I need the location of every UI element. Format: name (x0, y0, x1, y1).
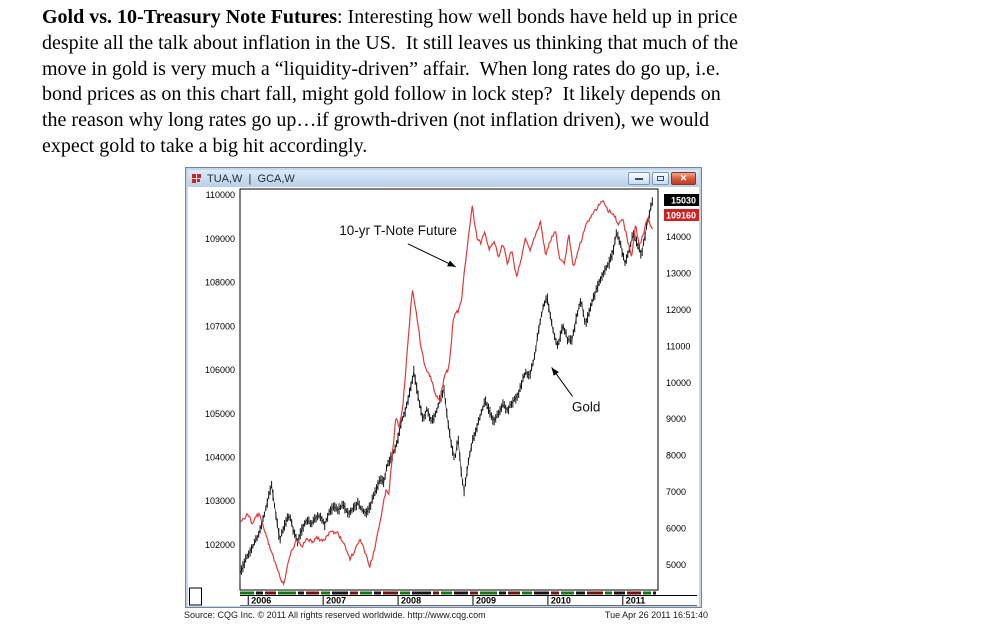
intro-line: expect gold to take a big hit accordingl… (42, 134, 368, 157)
year-label: 2006 (251, 596, 271, 606)
session-strip-segment (470, 591, 478, 595)
session-strip-segment (605, 591, 612, 595)
intro-paragraph: Gold vs. 10-Treasury Note Futures: Inter… (42, 5, 942, 160)
session-strip-segment (321, 591, 330, 595)
annotation-arrowhead (447, 260, 456, 267)
annotation-arrow (407, 243, 456, 268)
session-strip-segment (551, 591, 559, 595)
chart-client-area: 2006 2007 2008 2009 2010 2011 102000 103000 1040… (188, 187, 699, 606)
chart-canvas[interactable]: 2006 2007 2008 2009 2010 2011 102000 103000 1040… (188, 187, 699, 606)
left-axis-label: 106000 (205, 365, 235, 375)
restore-icon (657, 176, 664, 181)
session-strip-segment (360, 591, 372, 595)
session-strip-segment (454, 591, 468, 595)
window-controls: ✕ (628, 172, 696, 185)
left-axis-label: 107000 (205, 321, 235, 331)
left-axis-label: 103000 (205, 496, 235, 506)
intro-line: the reason why long rates go up…if growt… (42, 109, 710, 132)
cqg-chart-window: TUA,W | GCA,W ✕ 2006 2007 2008 2009 2010 2011… (185, 167, 702, 608)
session-strip-segment (561, 591, 574, 595)
right-axis-label: 7000 (666, 487, 686, 497)
session-strip-segment (306, 591, 319, 595)
series-gold (239, 197, 653, 580)
right-axis-label: 10000 (666, 378, 691, 388)
session-strip-segment (614, 591, 625, 595)
minimize-icon (635, 177, 643, 180)
chart-statusline: Source: CQG Inc. © 2011 All rights reser… (184, 610, 708, 620)
left-axis-label: 109000 (205, 234, 235, 244)
session-strip-segment (278, 591, 296, 595)
session-strip-segment (499, 591, 506, 595)
intro-line: move in gold is very much a “liquidity-d… (42, 57, 720, 80)
window-title: TUA,W | GCA,W (207, 172, 295, 185)
right-axis-label: 5000 (666, 560, 686, 570)
window-titlebar[interactable]: TUA,W | GCA,W ✕ (188, 170, 699, 187)
price-tag-value: 109160 (666, 211, 696, 221)
right-axis-label: 11000 (666, 341, 690, 351)
left-axis-label: 108000 (205, 278, 235, 288)
session-strip-segment (508, 591, 520, 595)
timestamp-text: Tue Apr 26 2011 16:51:40 (604, 610, 708, 620)
year-label: 2011 (626, 596, 646, 606)
year-label: 2009 (476, 596, 496, 606)
restore-button[interactable] (652, 172, 669, 185)
right-axis-label: 9000 (666, 414, 686, 424)
right-axis-label: 12000 (666, 305, 691, 315)
source-text: Source: CQG Inc. © 2011 All rights reser… (184, 610, 486, 620)
annotation-label: 10-yr T-Note Future (339, 223, 457, 238)
session-strip-segment (298, 591, 304, 595)
session-strip-segment (441, 591, 452, 595)
session-strip-segment (350, 591, 358, 595)
intro-line: bond prices as on this chart fall, might… (42, 83, 721, 106)
chart-tab-box[interactable] (189, 587, 202, 606)
price-tag (664, 209, 699, 221)
plot-border (239, 188, 659, 591)
session-strip-segment (400, 591, 410, 595)
right-axis-label: 14000 (666, 232, 691, 242)
session-strip-segment (653, 591, 656, 595)
session-strip-segment (332, 591, 348, 595)
left-axis-label: 105000 (205, 409, 235, 419)
left-axis-label: 102000 (205, 540, 235, 550)
session-strip-segment (534, 591, 549, 595)
session-strip-segment (522, 591, 532, 595)
session-strip-segment (480, 591, 497, 595)
right-axis-label: 8000 (666, 451, 686, 461)
minimize-button[interactable] (628, 172, 650, 185)
cqg-logo-icon (192, 174, 201, 183)
year-label: 2008 (401, 596, 421, 606)
session-strip-segment (383, 591, 398, 595)
right-axis-label: 13000 (666, 268, 691, 278)
session-strip-segment (643, 591, 651, 595)
annotation-arrowhead (551, 367, 559, 376)
series-tnote (239, 199, 653, 586)
session-strip-segment (576, 591, 585, 595)
session-strip-segment (265, 591, 276, 595)
price-tag (664, 194, 699, 206)
session-strip-segment (412, 591, 431, 595)
annotation-label: Gold (572, 400, 601, 415)
price-tag-value: 15030 (671, 196, 696, 206)
intro-line: Gold vs. 10-Treasury Note Futures: Inter… (42, 6, 738, 28)
close-button[interactable]: ✕ (671, 172, 696, 185)
session-strip-segment (374, 591, 381, 595)
session-strip-segment (256, 591, 263, 595)
session-strip-segment (240, 591, 254, 595)
year-label: 2010 (551, 596, 571, 606)
left-axis-label: 104000 (205, 452, 235, 462)
session-strip-segment (587, 591, 603, 595)
right-axis-label: 6000 (666, 523, 686, 533)
session-strip-segment (627, 591, 641, 595)
intro-line: despite all the talk about inflation in … (42, 31, 738, 54)
session-strip-segment (433, 591, 439, 595)
year-label: 2007 (326, 596, 346, 606)
left-axis-label: 110000 (206, 190, 235, 200)
